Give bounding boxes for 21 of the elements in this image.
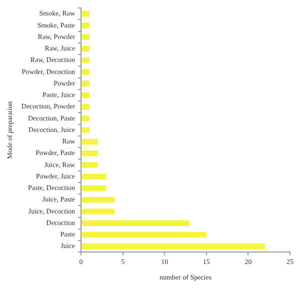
bar [82,22,90,28]
bar [82,116,90,122]
bar [82,92,90,98]
bar [82,104,90,110]
bar [82,185,106,192]
bar [82,46,90,52]
bar [82,34,90,40]
bar [82,162,98,168]
bar [82,196,114,203]
bar [82,10,90,17]
bar [82,69,90,75]
bar [82,80,90,86]
bar [82,127,90,134]
bar [82,243,265,250]
bar [82,150,98,156]
bar [82,174,106,180]
bar [82,138,98,145]
bar [82,232,206,238]
bar [82,57,90,64]
bar [82,220,190,226]
bar [82,208,114,214]
